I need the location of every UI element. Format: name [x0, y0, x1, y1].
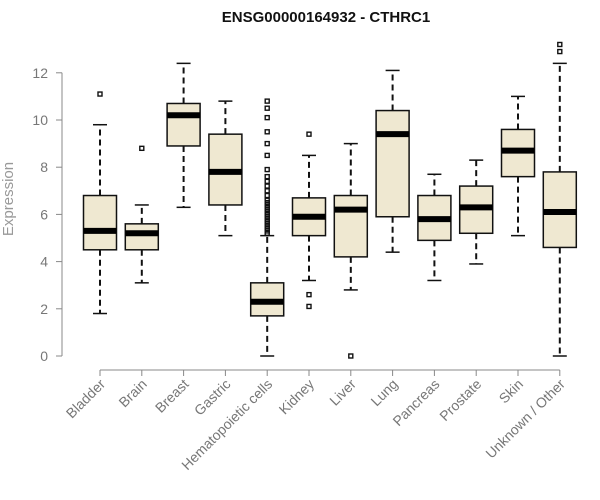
- box-group: [458, 159, 494, 265]
- outlier-point: [97, 91, 103, 97]
- iqr-box: [82, 194, 118, 251]
- outlier-point: [306, 303, 312, 310]
- iqr-box: [166, 102, 201, 147]
- x-tick-label: Bladder: [63, 376, 109, 422]
- box-group: [542, 41, 578, 357]
- box-group: [208, 100, 243, 237]
- y-tick-label: 8: [40, 159, 48, 175]
- box-group: [417, 173, 452, 282]
- outlier-point: [264, 166, 270, 173]
- outlier-point: [306, 131, 312, 137]
- x-tick-label: Prostate: [436, 376, 484, 424]
- iqr-box: [375, 109, 410, 218]
- y-tick-label: 0: [40, 348, 48, 364]
- box-group: [82, 91, 118, 315]
- iqr-box: [333, 194, 369, 258]
- box-group: [333, 142, 369, 359]
- outlier-point: [264, 183, 270, 189]
- outlier-point: [306, 291, 312, 298]
- outlier-point: [264, 98, 270, 104]
- chart-title: ENSG00000164932 - CTHRC1: [222, 9, 430, 26]
- outlier-point: [264, 173, 270, 180]
- box-group: [375, 69, 410, 253]
- outlier-point: [264, 188, 270, 194]
- boxes: [82, 41, 578, 359]
- box-group: [124, 145, 160, 284]
- y-tick-label: 6: [40, 206, 48, 222]
- outlier-point: [264, 178, 270, 185]
- outlier-point: [264, 105, 270, 111]
- x-tick-label: Breast: [152, 376, 192, 416]
- outlier-point: [264, 152, 270, 159]
- x-tick-label: Unknown / Other: [482, 376, 568, 462]
- outlier-point: [264, 197, 270, 203]
- x-tick-label: Brain: [115, 376, 149, 410]
- box-group: [166, 62, 201, 209]
- outlier-point: [264, 140, 270, 147]
- outlier-point: [557, 48, 563, 55]
- y-tick-label: 12: [32, 65, 48, 81]
- x-tick-label: Liver: [326, 376, 359, 409]
- y-axis-title: Expression: [0, 162, 17, 236]
- outlier-point: [348, 353, 354, 359]
- x-tick-label: Lung: [367, 376, 400, 409]
- outlier-point: [264, 114, 270, 121]
- outlier-point: [264, 192, 270, 199]
- iqr-box: [124, 223, 160, 251]
- x-tick-label: Skin: [496, 376, 527, 407]
- outlier-point: [264, 129, 270, 135]
- x-tick-label: Kidney: [276, 376, 318, 418]
- box-group: [249, 98, 285, 357]
- outlier-point: [139, 145, 145, 152]
- outlier-point: [557, 41, 563, 48]
- y-tick-label: 10: [32, 112, 48, 128]
- box-group: [500, 95, 536, 237]
- box-group: [291, 131, 327, 310]
- y-tick-label: 4: [40, 254, 48, 270]
- y-tick-label: 2: [40, 301, 48, 317]
